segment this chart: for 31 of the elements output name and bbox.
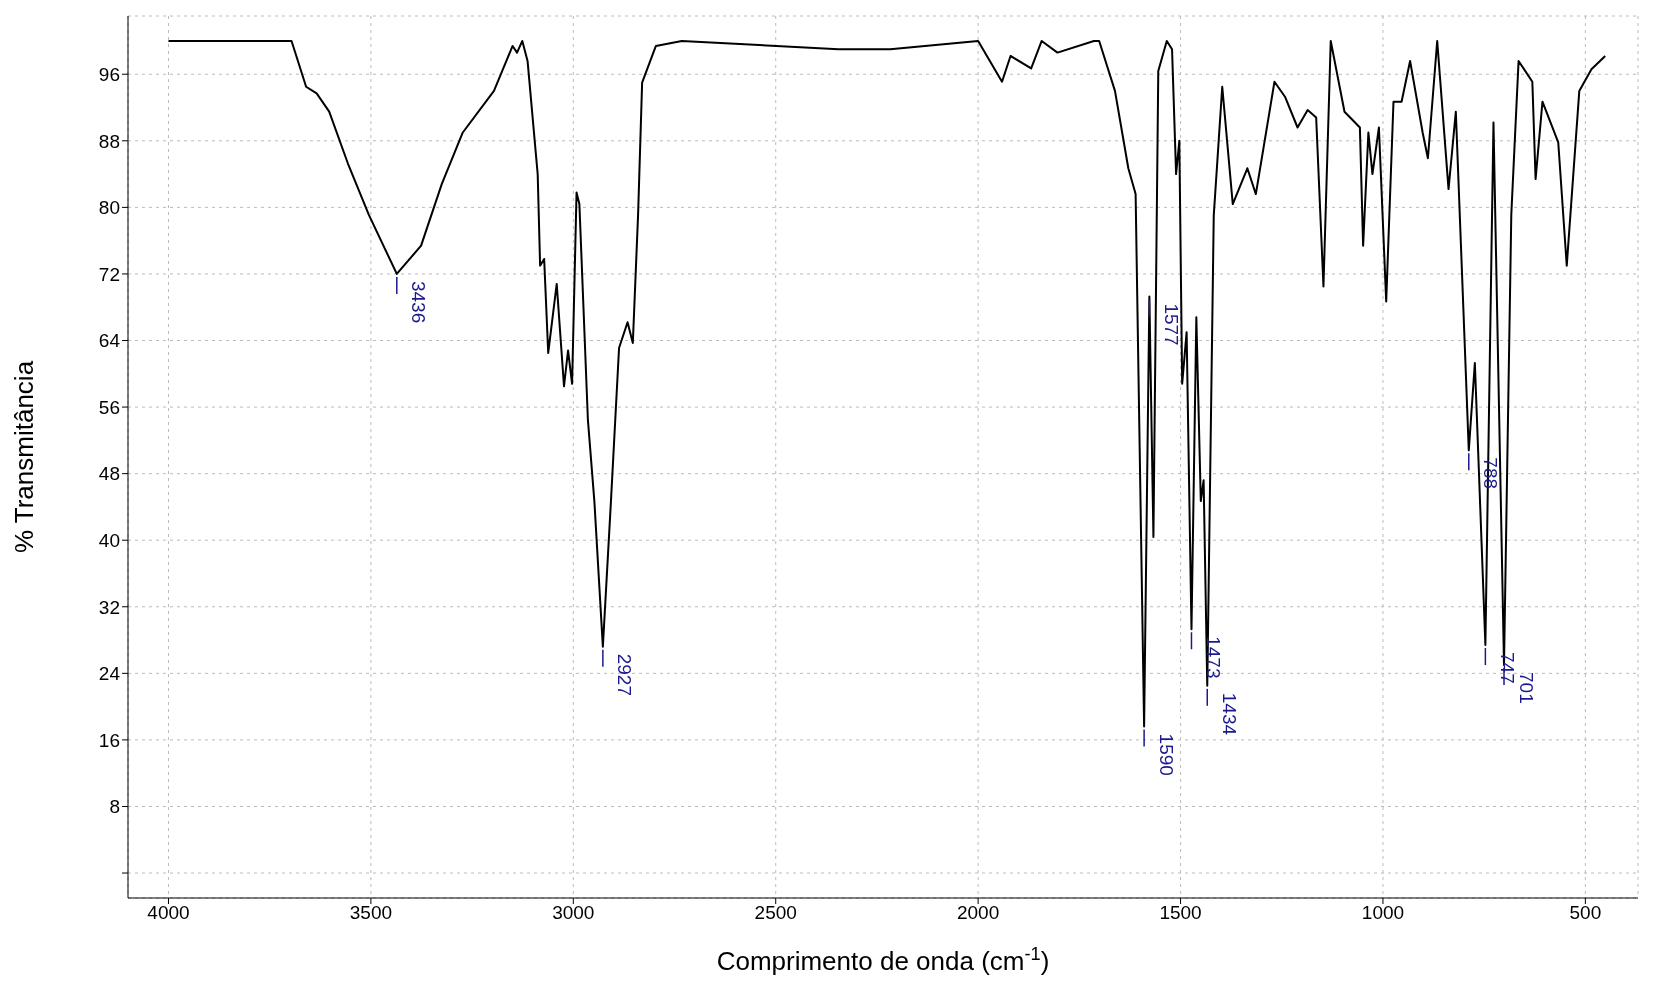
x-tick-label: 1500 (1159, 902, 1202, 924)
y-tick-label: 80 (98, 197, 120, 219)
x-axis-title: Comprimento de onda (cm$^{-1}$) (716, 944, 1050, 976)
y-tick-label: 56 (98, 396, 120, 418)
y-tick-label: 40 (98, 529, 120, 551)
x-tick-label: 500 (1569, 902, 1602, 924)
y-tick-label: 24 (98, 663, 121, 685)
x-tick-label: 2000 (956, 902, 1000, 924)
annotation: 747 (1496, 652, 1518, 684)
x-tick-label: 3500 (349, 902, 393, 924)
y-tick-label: 96 (98, 63, 120, 85)
y-tick-label: 32 (98, 596, 120, 618)
annotation: 1577 (1160, 303, 1182, 346)
y-tick-label: 64 (98, 330, 121, 352)
annotation: 1473 (1202, 636, 1224, 679)
x-tick-label: 2500 (754, 902, 797, 924)
annotation: 3436 (408, 280, 430, 324)
annotation: 1434 (1218, 692, 1240, 736)
x-tick-label: 3000 (552, 902, 595, 924)
x-tick-label: 4000 (147, 902, 190, 924)
y-tick-label: 72 (98, 263, 120, 285)
annotation: 1590 (1155, 733, 1177, 776)
y-tick-label: 48 (98, 463, 120, 485)
y-axis-title: % Transmitância (9, 360, 39, 554)
y-tick-label: 8 (109, 796, 120, 818)
y-tick-label: 88 (98, 130, 120, 152)
annotation: 701 (1515, 672, 1537, 704)
annotation: 788 (1480, 457, 1502, 490)
y-tick-label: 16 (98, 729, 120, 751)
annotation: 2927 (614, 653, 636, 696)
x-tick-label: 1000 (1361, 902, 1405, 924)
